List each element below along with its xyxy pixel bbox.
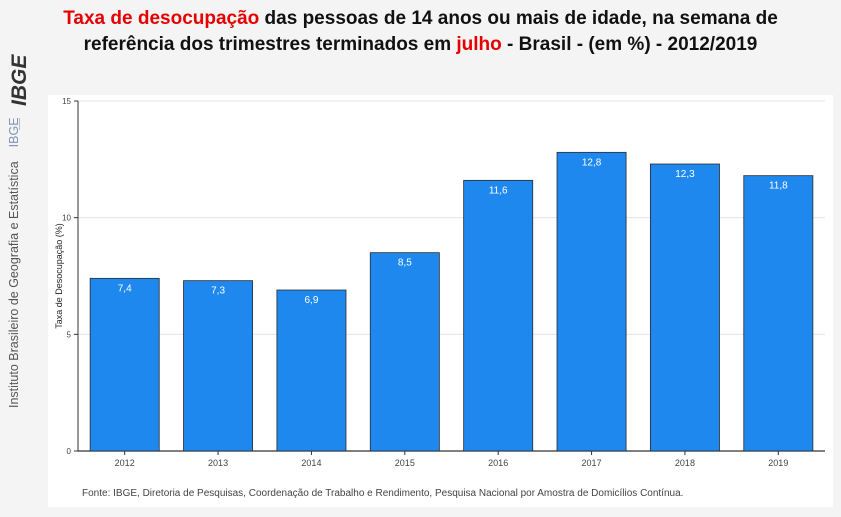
bar-value-label: 8,5 [398, 258, 412, 269]
title-text-a: das pessoas de 14 anos ou mais de idade,… [259, 8, 778, 29]
sidebar-institution-text: Instituto Brasileiro de Geografia e Esta… [7, 117, 21, 408]
source-footer: Fonte: IBGE, Diretoria de Pesquisas, Coo… [82, 488, 684, 499]
bar [89, 277, 160, 452]
bar-value-label: 11,8 [769, 181, 788, 192]
x-tick-label: 2019 [768, 458, 788, 468]
chart-panel: 0 5 10 15 Taxa de Desocupação (%) 7,4 2012 7,3 2… [48, 95, 833, 507]
bar-value-label: 12,3 [675, 169, 695, 180]
bar [463, 179, 534, 452]
bar [183, 280, 254, 452]
ibge-logo: IBGE [8, 54, 31, 106]
title-text-b: referência dos trimestres terminados em [83, 34, 457, 55]
bar-value-label: 12,8 [582, 157, 602, 168]
bar [369, 252, 440, 452]
bar-value-label: 7,4 [118, 283, 132, 294]
ibge-logo-text: IBGE [8, 54, 31, 106]
bar [649, 163, 720, 452]
sidebar-divider [19, 118, 20, 130]
bar-value-label: 7,3 [211, 286, 225, 297]
chart-title: Taxa de desocupação das pessoas de 14 an… [0, 6, 841, 58]
bar [276, 289, 347, 452]
y-tick-label: 5 [67, 330, 72, 339]
title-highlight-taxa: Taxa de desocupação [63, 8, 260, 29]
y-axis-label: Taxa de Desocupação (%) [54, 223, 64, 329]
x-tick-label: 2012 [115, 458, 135, 468]
x-tick-label: 2015 [395, 458, 415, 468]
x-tick-label: 2018 [675, 458, 695, 468]
x-tick-label: 2014 [301, 458, 321, 468]
title-highlight-julho: julho [456, 34, 502, 55]
x-tick-label: 2013 [208, 458, 228, 468]
sidebar: IBGE Instituto Brasileiro de Geografia e… [0, 0, 40, 517]
y-tick-label: 15 [62, 97, 71, 106]
y-tick-label: 0 [67, 447, 72, 456]
x-tick-label: 2016 [488, 458, 508, 468]
title-line-2: referência dos trimestres terminados em … [0, 32, 841, 58]
title-text-c: - Brasil - (em %) - 2012/2019 [501, 34, 758, 55]
bar-value-label: 6,9 [304, 295, 318, 306]
y-tick-label: 10 [62, 214, 71, 223]
bar-value-label: 11,6 [489, 185, 508, 196]
bar [743, 175, 814, 452]
bar [556, 151, 627, 452]
institution-abbr: IBGE [7, 117, 21, 148]
title-line-1: Taxa de desocupação das pessoas de 14 an… [0, 6, 841, 32]
bar-chart: 0 5 10 15 Taxa de Desocupação (%) 7,4 2012 7,3 2… [54, 97, 825, 468]
x-tick-label: 2017 [582, 458, 602, 468]
institution-name: Instituto Brasileiro de Geografia e Esta… [7, 161, 21, 408]
